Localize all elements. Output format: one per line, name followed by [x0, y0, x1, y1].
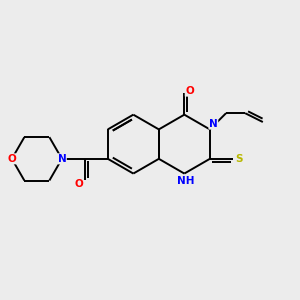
Text: O: O	[75, 179, 83, 190]
Text: O: O	[185, 86, 194, 96]
Text: N: N	[209, 119, 218, 129]
Text: S: S	[235, 154, 242, 164]
Text: NH: NH	[177, 176, 195, 186]
Text: O: O	[8, 154, 16, 164]
Text: N: N	[58, 154, 66, 164]
